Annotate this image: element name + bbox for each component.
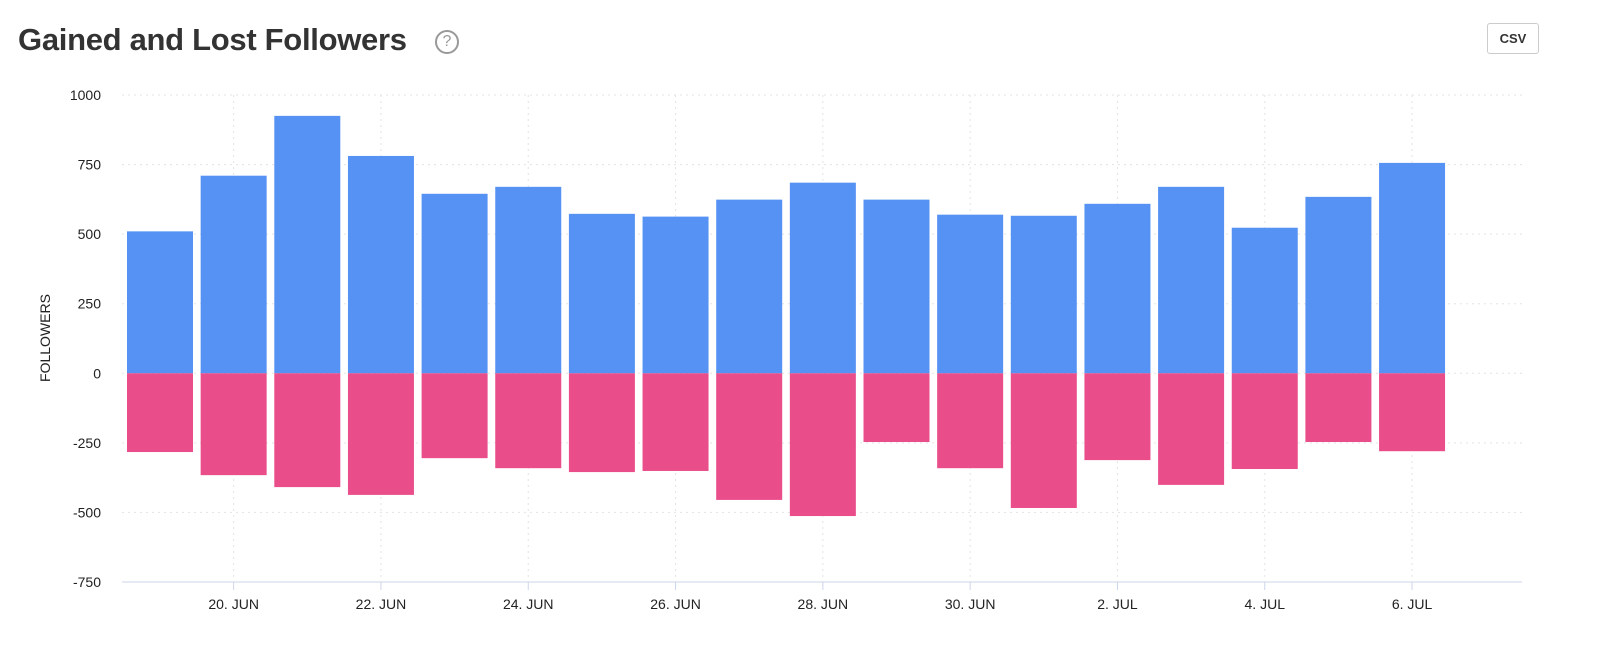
gained-bar [1231,227,1298,374]
gained-bar [200,175,267,374]
x-tick-label: 20. JUN [208,596,259,612]
gained-bar [127,231,193,374]
lost-bar [1305,373,1372,443]
csv-export-button[interactable]: CSV [1487,23,1539,54]
y-tick-label: 500 [78,226,102,242]
gained-bar [1158,186,1225,374]
lost-bar [863,373,930,443]
y-tick-label: -500 [73,504,101,520]
gained-bar [1305,196,1372,374]
lost-bar [716,373,783,500]
lost-bar [1379,373,1446,452]
gained-bar [642,216,709,374]
lost-bar [200,373,267,476]
gained-bar [568,213,635,374]
gained-bar [789,182,856,374]
y-tick-label: 750 [78,157,102,173]
lost-bar [495,373,562,469]
gained-bar [1084,203,1151,374]
gained-bar [863,199,930,374]
lost-bar [1084,373,1151,461]
gained-bar [421,193,488,374]
gained-bar [495,186,562,374]
lost-bar [789,373,856,517]
lost-bar [274,373,341,488]
question-circle-icon[interactable]: ? [435,30,459,54]
lost-bar [1010,373,1077,508]
lost-bar [937,373,1004,469]
y-axis-label: FOLLOWERS [37,294,53,382]
gained-bar [274,115,341,374]
gained-bar [937,214,1004,374]
y-tick-label: -250 [73,435,101,451]
lost-bar [1231,373,1298,470]
lost-bar [1158,373,1225,485]
x-tick-label: 26. JUN [650,596,701,612]
lost-bar [421,373,488,459]
gained-bar [716,199,783,374]
lost-bar [568,373,635,473]
y-tick-label: -750 [73,574,101,590]
x-tick-label: 2. JUL [1097,596,1138,612]
y-tick-label: 250 [78,296,102,312]
lost-bar [127,373,193,453]
x-tick-label: 24. JUN [503,596,554,612]
y-tick-label: 1000 [70,87,101,103]
x-tick-label: 28. JUN [798,596,849,612]
gained-bar [1010,215,1077,374]
gained-bar [1379,162,1446,374]
gained-bar [347,155,414,374]
x-tick-label: 30. JUN [945,596,996,612]
lost-bar [347,373,414,495]
y-tick-label: 0 [93,365,101,381]
page-title: Gained and Lost Followers [18,22,407,57]
x-tick-label: 6. JUL [1392,596,1433,612]
lost-bar [642,373,709,471]
x-tick-label: 4. JUL [1245,596,1286,612]
x-tick-label: 22. JUN [356,596,407,612]
